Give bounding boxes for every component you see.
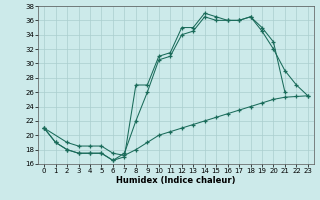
- X-axis label: Humidex (Indice chaleur): Humidex (Indice chaleur): [116, 176, 236, 185]
